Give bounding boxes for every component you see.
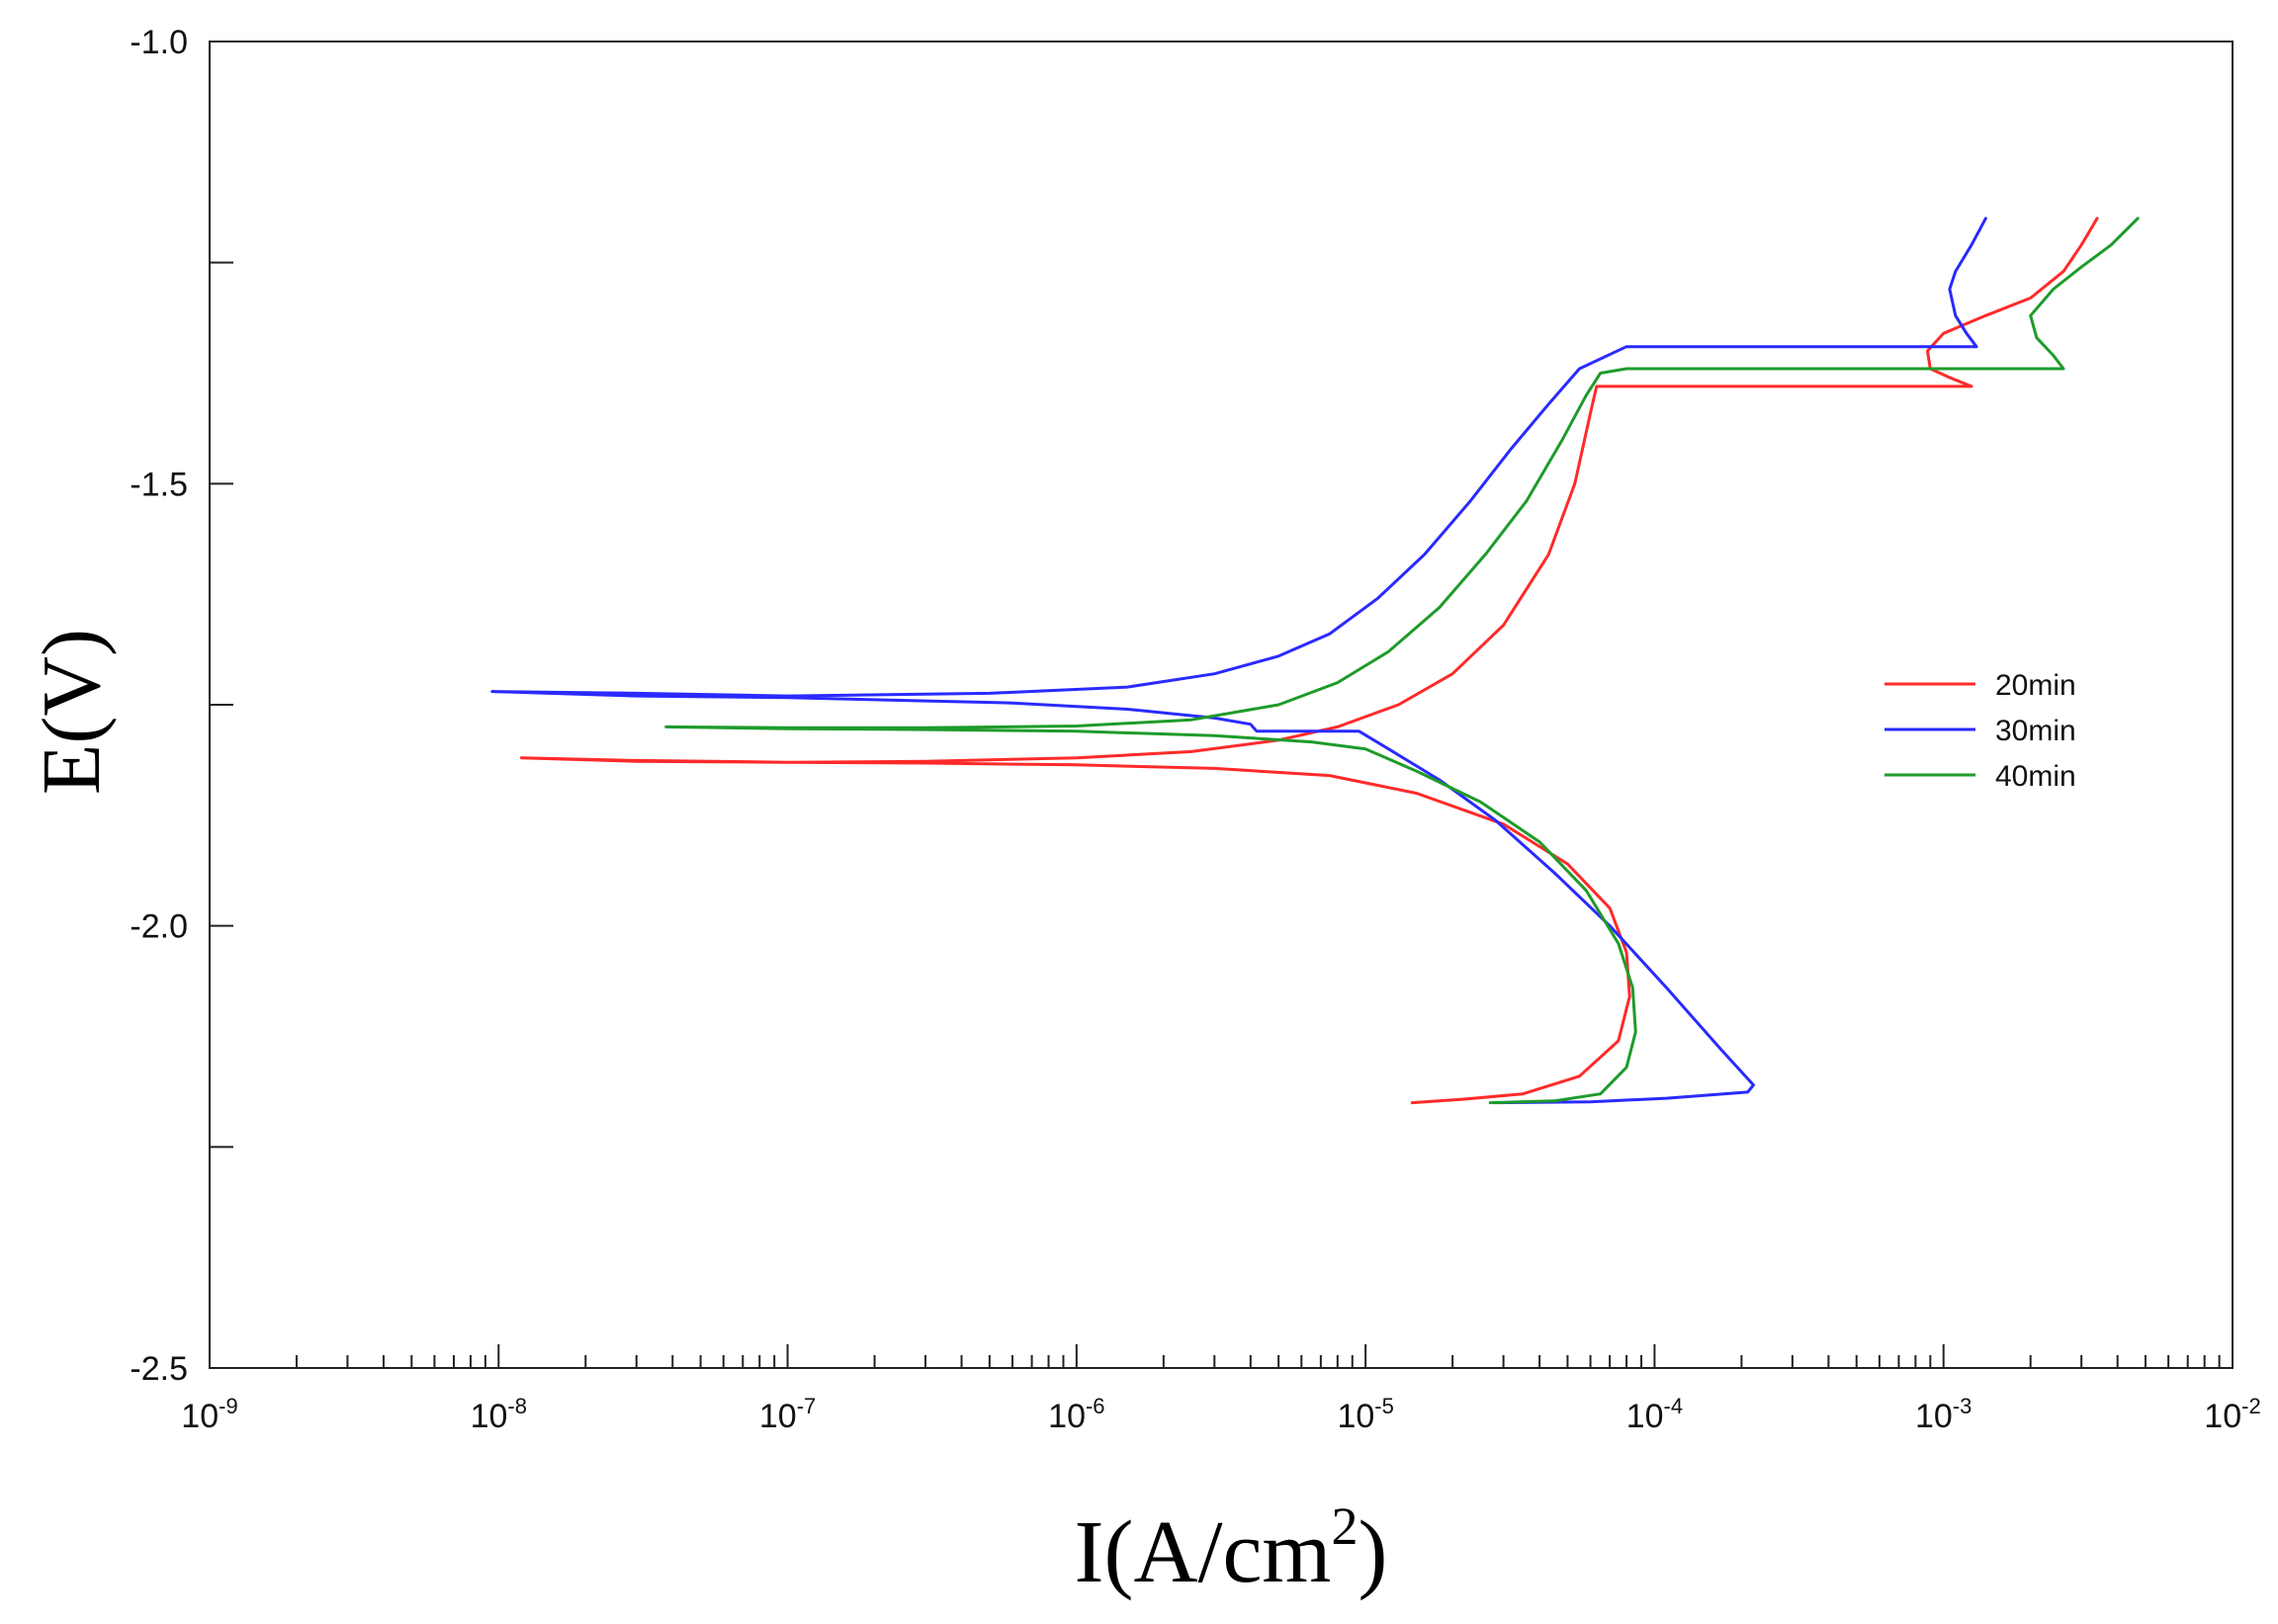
x-axis-title-sup: 2 <box>1331 1496 1358 1556</box>
x-tick-label: 10-9 <box>181 1394 237 1435</box>
ticks-layer: -1.0-1.5-2.0-2.510-9 10-8 10-7 10-6 10-5 10-4… <box>130 24 2260 1435</box>
x-tick-label: 10-8 <box>471 1394 527 1435</box>
x-tick-exponent: -6 <box>1086 1394 1105 1418</box>
series-layer <box>490 216 2140 1105</box>
x-tick-base: 10 <box>759 1398 797 1435</box>
x-tick-exponent: -5 <box>1374 1394 1394 1418</box>
y-tick-label: -1.0 <box>130 24 188 61</box>
x-tick-label: 10-7 <box>759 1394 816 1435</box>
x-tick-exponent: -7 <box>797 1394 817 1418</box>
x-tick-label: 10-4 <box>1626 1394 1683 1435</box>
x-tick-exponent: -3 <box>1953 1394 1972 1418</box>
y-tick-label: -2.5 <box>130 1350 188 1388</box>
legend: 20min 30min 40min <box>1884 669 2076 793</box>
legend-label: 30min <box>1995 715 2076 747</box>
x-tick-base: 10 <box>1048 1398 1086 1435</box>
plot-frame <box>209 41 2234 1369</box>
x-tick-base: 10 <box>1337 1398 1374 1435</box>
y-tick-label: -2.0 <box>130 908 188 946</box>
x-tick-base: 10 <box>471 1398 508 1435</box>
series-line-40min <box>664 216 2140 1105</box>
series-line-30min <box>490 216 1987 1105</box>
y-axis-title: E(V) <box>26 629 118 795</box>
x-axis-title-close: ) <box>1358 1503 1387 1601</box>
x-tick-base: 10 <box>2204 1398 2241 1435</box>
x-axis-title-main: I(A/cm <box>1075 1503 1332 1601</box>
x-tick-label: 10-5 <box>1337 1394 1393 1435</box>
x-tick-base: 10 <box>181 1398 219 1435</box>
x-tick-label: 10-6 <box>1048 1394 1104 1435</box>
x-tick-exponent: -9 <box>219 1394 238 1418</box>
y-tick-label: -1.5 <box>130 466 188 503</box>
legend-label: 40min <box>1995 760 2076 793</box>
x-tick-label: 10-2 <box>2204 1394 2260 1435</box>
series-line-20min <box>519 216 2099 1105</box>
x-tick-exponent: -4 <box>1664 1394 1684 1418</box>
x-tick-exponent: -2 <box>2241 1394 2261 1418</box>
x-axis-title: I(A/cm2) <box>1075 1496 1388 1601</box>
x-tick-label: 10-3 <box>1915 1394 1971 1435</box>
legend-label: 20min <box>1995 669 2076 702</box>
x-tick-exponent: -8 <box>507 1394 527 1418</box>
x-tick-base: 10 <box>1626 1398 1664 1435</box>
x-tick-base: 10 <box>1915 1398 1953 1435</box>
